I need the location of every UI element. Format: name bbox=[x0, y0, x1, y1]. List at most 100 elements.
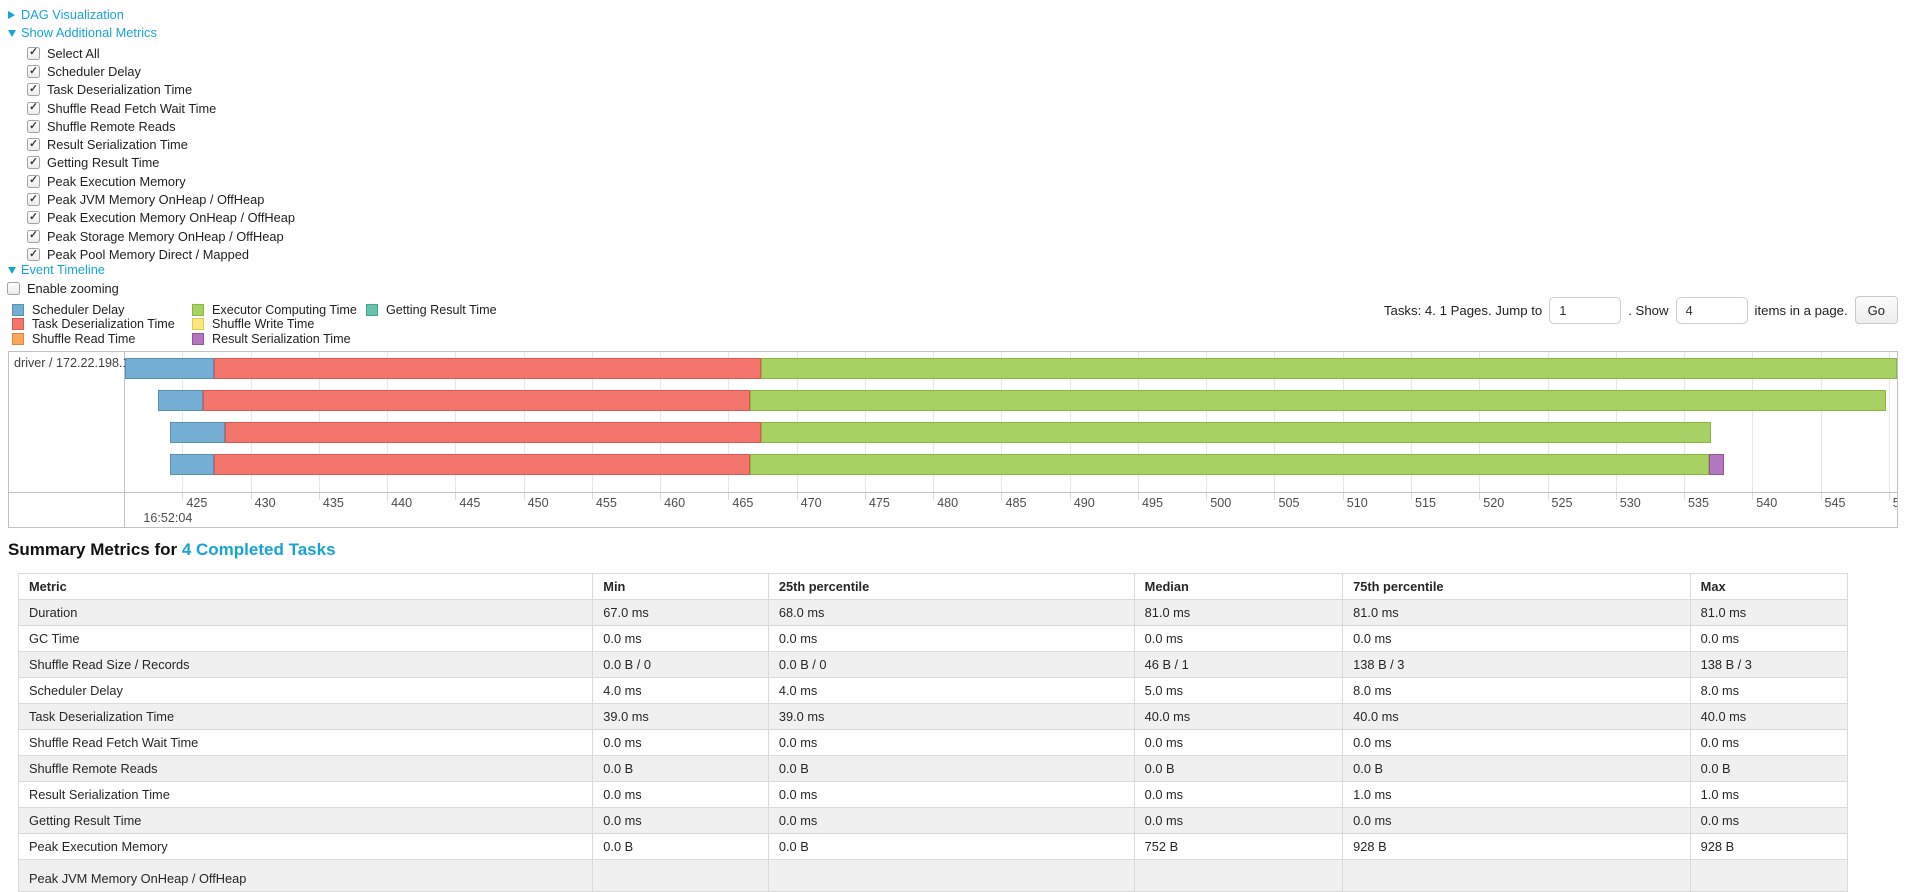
task-pagination: Tasks: 4. 1 Pages. Jump to . Show items … bbox=[1384, 296, 1898, 324]
axis-tick bbox=[182, 493, 184, 500]
legend-column: Scheduler Delay Task Deserialization Time… bbox=[12, 303, 192, 346]
summary-metric-value: 0.0 B bbox=[592, 755, 769, 782]
metric-checkbox-item: Peak Pool Memory Direct / Mapped bbox=[27, 245, 295, 263]
event-timeline-toggle[interactable]: Event Timeline bbox=[8, 262, 105, 277]
axis-tick-label: 545 bbox=[1824, 496, 1846, 510]
summary-metric-name: Peak Execution Memory bbox=[17, 833, 594, 860]
summary-header-cell: Max bbox=[1689, 573, 1849, 600]
task-bar-segment-executor_computing bbox=[750, 390, 1887, 411]
axis-tick bbox=[1206, 493, 1208, 500]
summary-metric-value: 0.0 B bbox=[592, 833, 769, 860]
axis-tick bbox=[1410, 493, 1412, 500]
summary-metric-value: 0.0 ms bbox=[1133, 729, 1344, 756]
metric-checkbox-label: Peak JVM Memory OnHeap / OffHeap bbox=[47, 192, 265, 208]
summary-metric-value: 0.0 ms bbox=[1133, 781, 1344, 808]
summary-metric-value: 0.0 ms bbox=[1133, 807, 1344, 834]
summary-metric-value: 0.0 ms bbox=[1342, 625, 1691, 652]
axis-tick bbox=[250, 493, 252, 500]
summary-metric-value: 138 B / 3 bbox=[1342, 651, 1691, 678]
axis-tick bbox=[318, 493, 320, 500]
jump-to-page-input[interactable] bbox=[1549, 296, 1622, 324]
summary-metric-value: 0.0 ms bbox=[1342, 807, 1691, 834]
legend-item: Task Deserialization Time bbox=[12, 317, 192, 331]
checkbox-checked-icon[interactable] bbox=[27, 247, 40, 261]
enable-zooming-row: Enable zooming bbox=[7, 281, 119, 296]
summary-row: Peak JVM Memory OnHeap / OffHeap bbox=[17, 859, 1849, 892]
timeline-axis-separator bbox=[9, 492, 1897, 493]
axis-tick bbox=[1615, 493, 1617, 500]
timeline-axis: 425 430 435 440 445 450 455 460 465 470 475 480 485 4… bbox=[125, 493, 1897, 527]
summary-metric-value: 928 B bbox=[1689, 833, 1849, 860]
summary-metric-value: 0.0 B bbox=[767, 833, 1135, 860]
enable-zooming-label: Enable zooming bbox=[27, 281, 119, 296]
legend-label: Executor Computing Time bbox=[212, 303, 357, 318]
summary-metric-value: 68.0 ms bbox=[767, 599, 1135, 626]
completed-tasks-link[interactable]: 4 Completed Tasks bbox=[181, 540, 336, 559]
summary-metric-value: 40.0 ms bbox=[1133, 703, 1344, 730]
summary-metric-value: 0.0 ms bbox=[1342, 729, 1691, 756]
checkbox-checked-icon[interactable] bbox=[27, 138, 40, 152]
task-bar-segment-task_deser bbox=[224, 422, 762, 443]
checkbox-checked-icon[interactable] bbox=[27, 119, 40, 133]
items-per-page-input[interactable] bbox=[1675, 296, 1748, 324]
checkbox-checked-icon[interactable] bbox=[27, 156, 40, 170]
summary-row: Task Deserialization Time 39.0 ms 39.0 ms 4… bbox=[17, 703, 1849, 730]
checkbox-checked-icon[interactable] bbox=[27, 174, 40, 188]
go-button[interactable]: Go bbox=[1854, 296, 1898, 324]
summary-metric-value: 0.0 ms bbox=[592, 625, 769, 652]
metric-checkbox-list: Select All Scheduler Delay Task Deserializ… bbox=[27, 44, 295, 264]
summary-heading-text: Summary Metrics for bbox=[8, 540, 182, 559]
task-bar-segment-task_deser bbox=[213, 358, 762, 379]
axis-tick-label: 450 bbox=[527, 496, 549, 510]
summary-row: Peak Execution Memory 0.0 B 0.0 B 752 B 928 … bbox=[17, 833, 1849, 860]
axis-tick bbox=[1001, 493, 1003, 500]
axis-tick-label: 435 bbox=[322, 496, 344, 510]
checkbox-checked-icon[interactable] bbox=[27, 211, 40, 225]
axis-tick bbox=[1274, 493, 1276, 500]
axis-tick-label: 485 bbox=[1005, 496, 1027, 510]
summary-metric-value: 4.0 ms bbox=[592, 677, 769, 704]
checkbox-checked-icon[interactable] bbox=[27, 229, 40, 243]
summary-metric-value: 67.0 ms bbox=[592, 599, 769, 626]
summary-metric-value: 928 B bbox=[1342, 833, 1691, 860]
legend-swatch-scheduler_delay bbox=[12, 304, 24, 317]
checkbox-checked-icon[interactable] bbox=[27, 64, 40, 78]
checkbox-checked-icon[interactable] bbox=[27, 193, 40, 207]
axis-tick bbox=[1820, 493, 1822, 500]
summary-metric-value: 46 B / 1 bbox=[1133, 651, 1344, 678]
metric-checkbox-item: Select All bbox=[27, 44, 295, 62]
summary-metric-value: 0.0 B / 0 bbox=[592, 651, 769, 678]
axis-tick bbox=[455, 493, 457, 500]
checkbox-checked-icon[interactable] bbox=[27, 101, 40, 115]
summary-metric-value: 81.0 ms bbox=[1689, 599, 1849, 626]
metric-checkbox-item: Shuffle Read Fetch Wait Time bbox=[27, 99, 295, 117]
legend-label: Result Serialization Time bbox=[212, 331, 351, 346]
summary-metric-value: 8.0 ms bbox=[1689, 677, 1849, 704]
summary-metric-value: 0.0 ms bbox=[767, 781, 1135, 808]
axis-tick bbox=[1137, 493, 1139, 500]
summary-metric-value: 0.0 ms bbox=[592, 729, 769, 756]
summary-header-cell: Min bbox=[592, 573, 769, 600]
dag-visualization-toggle[interactable]: DAG Visualization bbox=[8, 7, 124, 22]
summary-header-cell: Metric bbox=[17, 573, 594, 600]
summary-row: Getting Result Time 0.0 ms 0.0 ms 0.0 ms 0.0… bbox=[17, 807, 1849, 834]
summary-row: GC Time 0.0 ms 0.0 ms 0.0 ms 0.0 ms 0.0 ms bbox=[17, 625, 1849, 652]
task-bar-row bbox=[125, 454, 1897, 475]
summary-metric-value: 1.0 ms bbox=[1342, 781, 1691, 808]
chevron-right-icon bbox=[8, 10, 15, 19]
checkbox-checked-icon[interactable] bbox=[27, 46, 40, 60]
summary-metric-value: 0.0 ms bbox=[592, 807, 769, 834]
metric-checkbox-item: Peak Execution Memory bbox=[27, 172, 295, 190]
show-additional-metrics-toggle[interactable]: Show Additional Metrics bbox=[8, 25, 157, 40]
summary-metric-name: Task Deserialization Time bbox=[17, 703, 594, 730]
summary-metric-value: 8.0 ms bbox=[1342, 677, 1691, 704]
summary-row: Shuffle Remote Reads 0.0 B 0.0 B 0.0 B 0.0 B… bbox=[17, 755, 1849, 782]
summary-metric-value: 1.0 ms bbox=[1689, 781, 1849, 808]
checkbox-checked-icon[interactable] bbox=[27, 83, 40, 97]
dag-visualization-label: DAG Visualization bbox=[21, 7, 124, 22]
event-timeline-chart: driver / 172.22.198.104 425 430 435 440 445 4… bbox=[8, 351, 1898, 528]
legend-item: Result Serialization Time bbox=[192, 332, 366, 346]
summary-metric-value: 0.0 B / 0 bbox=[767, 651, 1135, 678]
gridline bbox=[1752, 352, 1754, 492]
enable-zooming-checkbox[interactable] bbox=[7, 282, 20, 295]
